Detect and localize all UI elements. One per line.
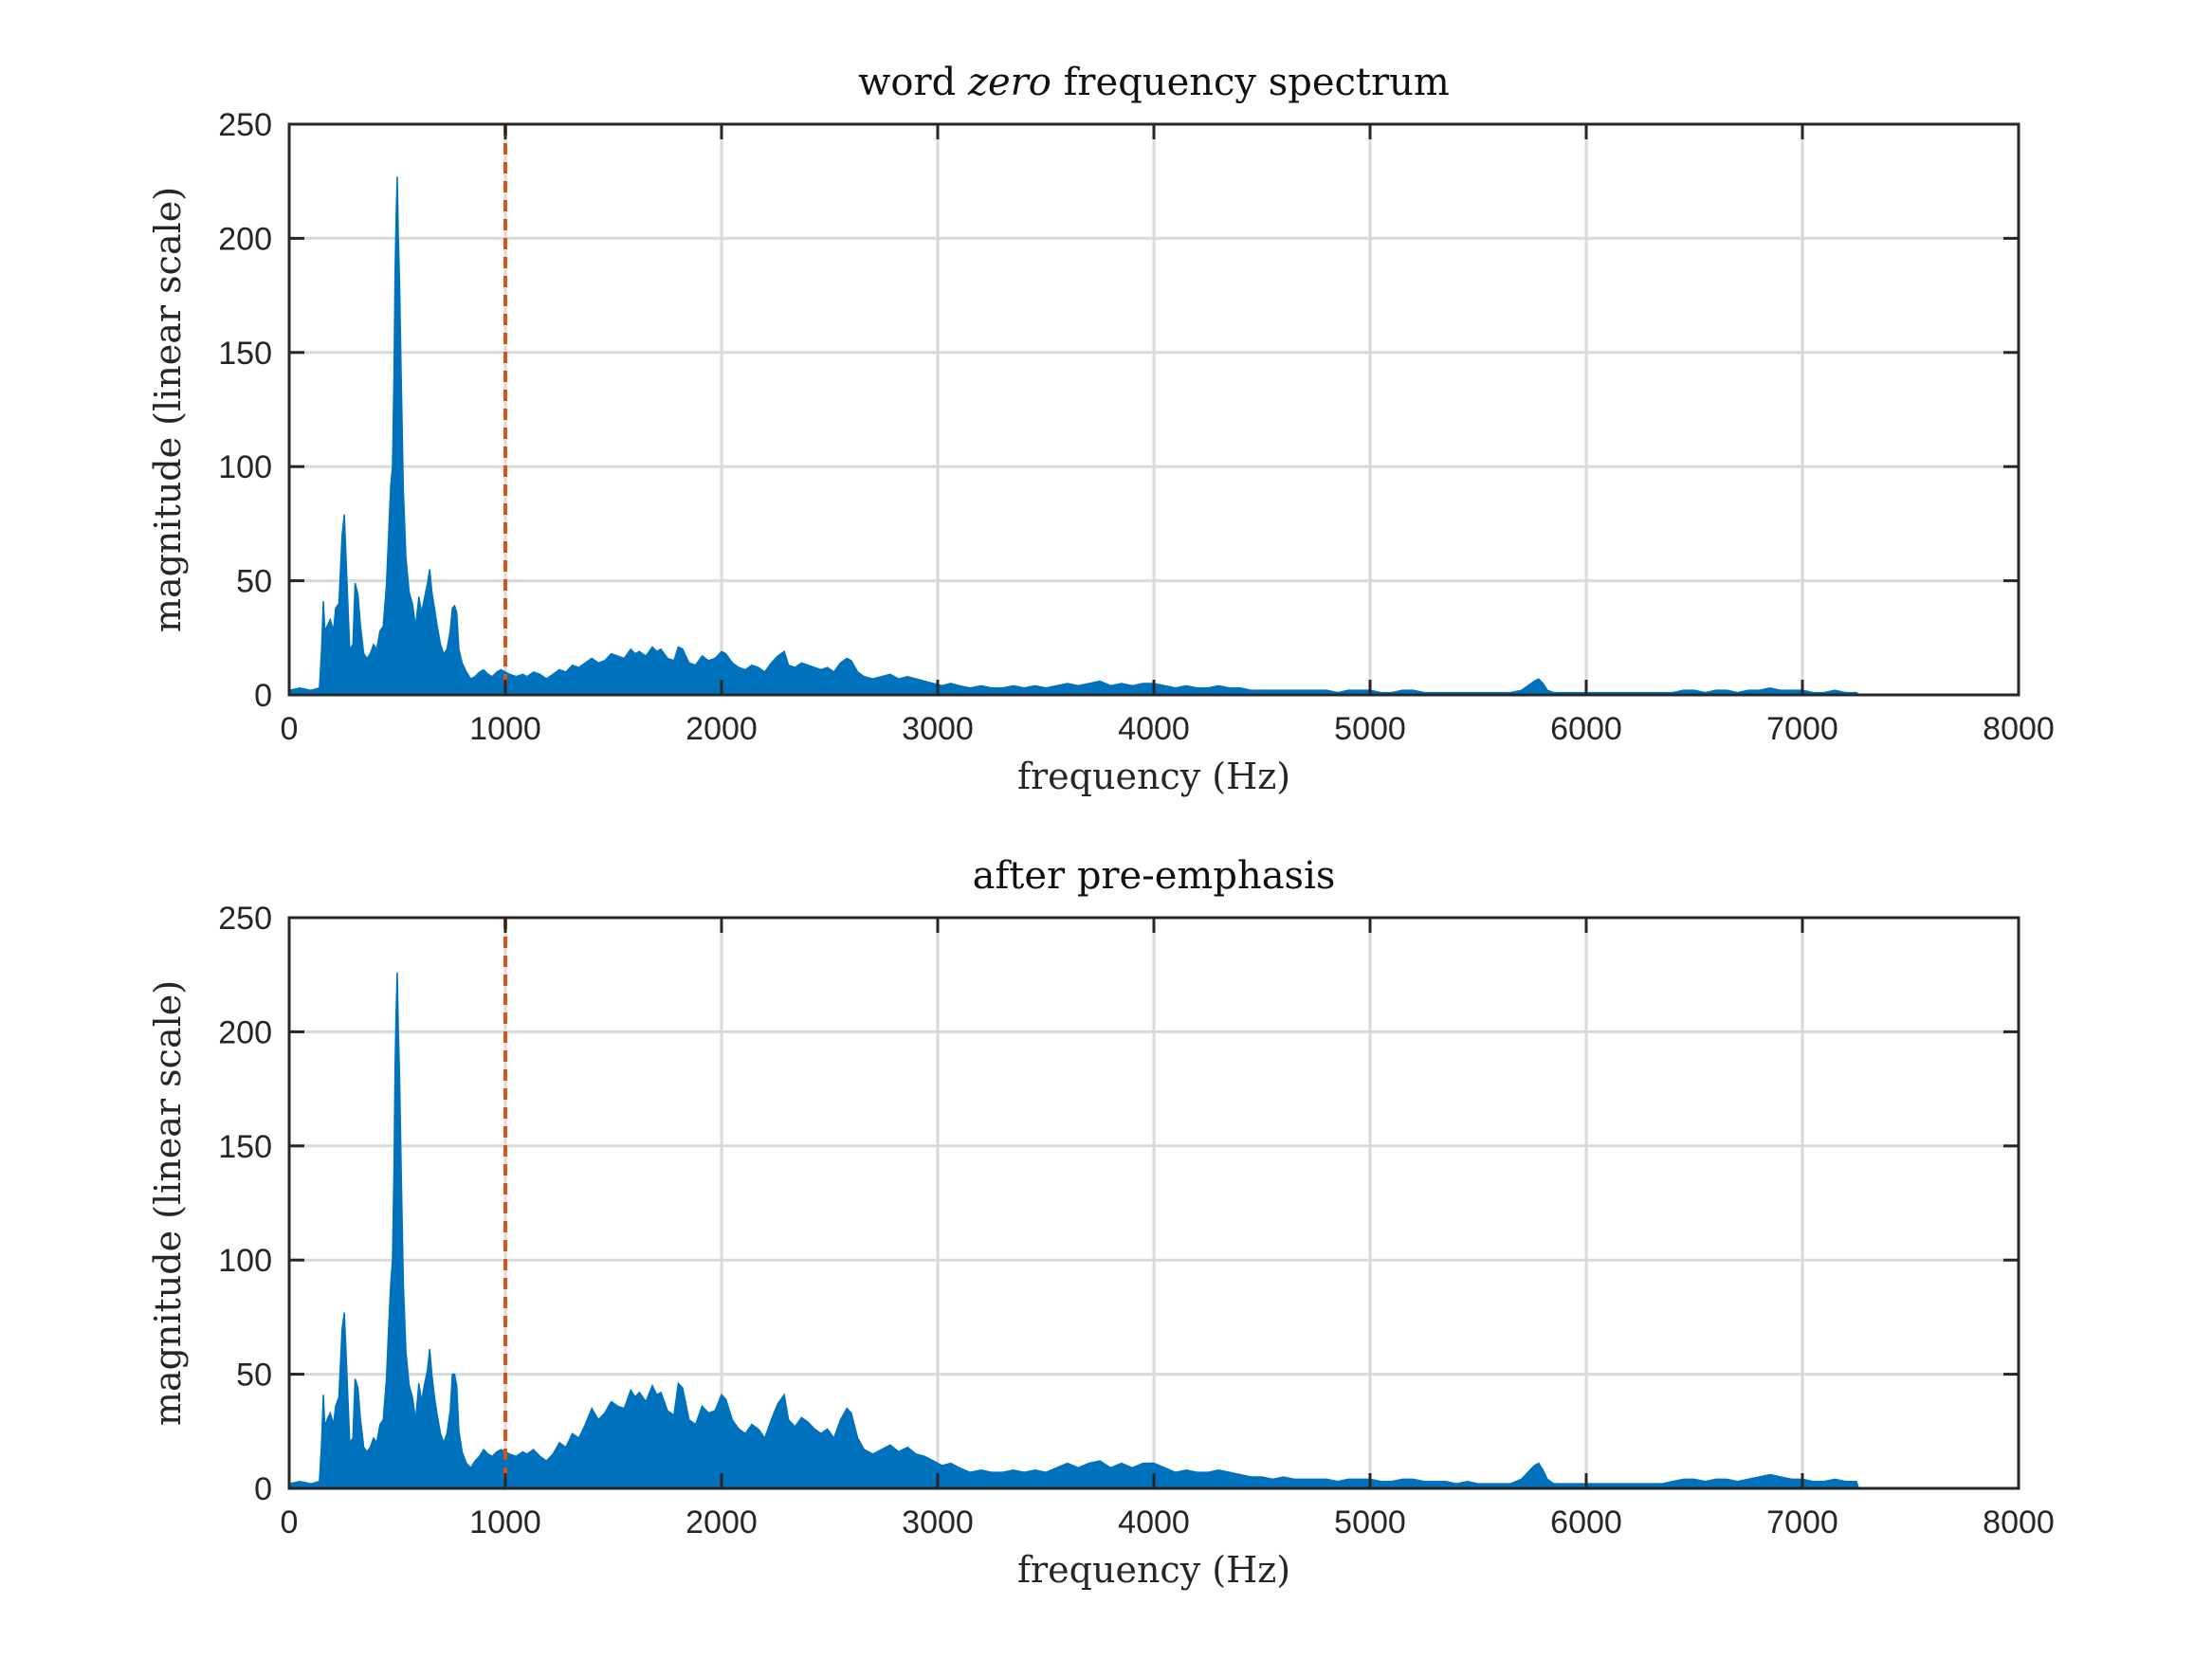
y-tick-label: 200 [218,221,272,257]
y-tick-label: 200 [218,1014,272,1050]
x-tick-label: 8000 [1983,1504,2055,1540]
chart-title-part: zero [967,61,1051,104]
y-tick-label: 0 [254,678,272,714]
chart-panel-top: 0 1000 2000 3000 4000 5000 6000 7000 8000 0 50 100 1… [147,61,2055,797]
x-tick-label: 0 [281,1504,299,1540]
x-tick-label: 4000 [1118,1504,1190,1540]
x-tick-label: 2000 [686,1504,758,1540]
y-tick-label: 50 [236,1358,272,1394]
x-tick-label: 7000 [1766,1504,1838,1540]
x-tick-label: 1000 [469,711,541,747]
chart-title-part: word [858,61,968,104]
y-tick-label: 250 [218,107,272,143]
x-tick-label: 6000 [1550,711,1622,747]
y-axis-label: magnitude (linear scale) [147,187,189,632]
x-tick-label: 0 [281,711,299,747]
y-tick-label: 0 [254,1471,272,1507]
y-axis-label: magnitude (linear scale) [147,980,189,1426]
x-tick-label: 3000 [902,1504,974,1540]
x-tick-label: 2000 [686,711,758,747]
y-tick-label: 100 [218,449,272,485]
spectrum-series [288,972,2019,1489]
chart-title-part: frequency spectrum [1051,61,1450,104]
x-tick-label: 7000 [1766,711,1838,747]
chart-title-part: after pre-emphasis [973,854,1336,898]
chart-title: after pre-emphasis [973,854,1336,898]
x-axis-label: frequency (Hz) [1017,756,1290,797]
x-tick-label: 6000 [1550,1504,1622,1540]
x-tick-label: 8000 [1983,711,2055,747]
x-tick-label: 1000 [469,1504,541,1540]
y-tick-label: 250 [218,901,272,937]
y-tick-label: 150 [218,1129,272,1165]
spectrum-series [288,176,2019,696]
x-tick-label: 4000 [1118,711,1190,747]
y-tick-label: 150 [218,336,272,372]
y-tick-label: 50 [236,564,272,600]
y-tick-label: 100 [218,1243,272,1279]
chart-title: word zero frequency spectrum [858,61,1450,104]
x-tick-label: 5000 [1334,711,1406,747]
x-tick-label: 3000 [902,711,974,747]
chart-panel-bottom: 0 1000 2000 3000 4000 5000 6000 7000 8000 0 50 100 1… [147,854,2055,1591]
x-axis-label: frequency (Hz) [1017,1549,1290,1591]
x-tick-label: 5000 [1334,1504,1406,1540]
